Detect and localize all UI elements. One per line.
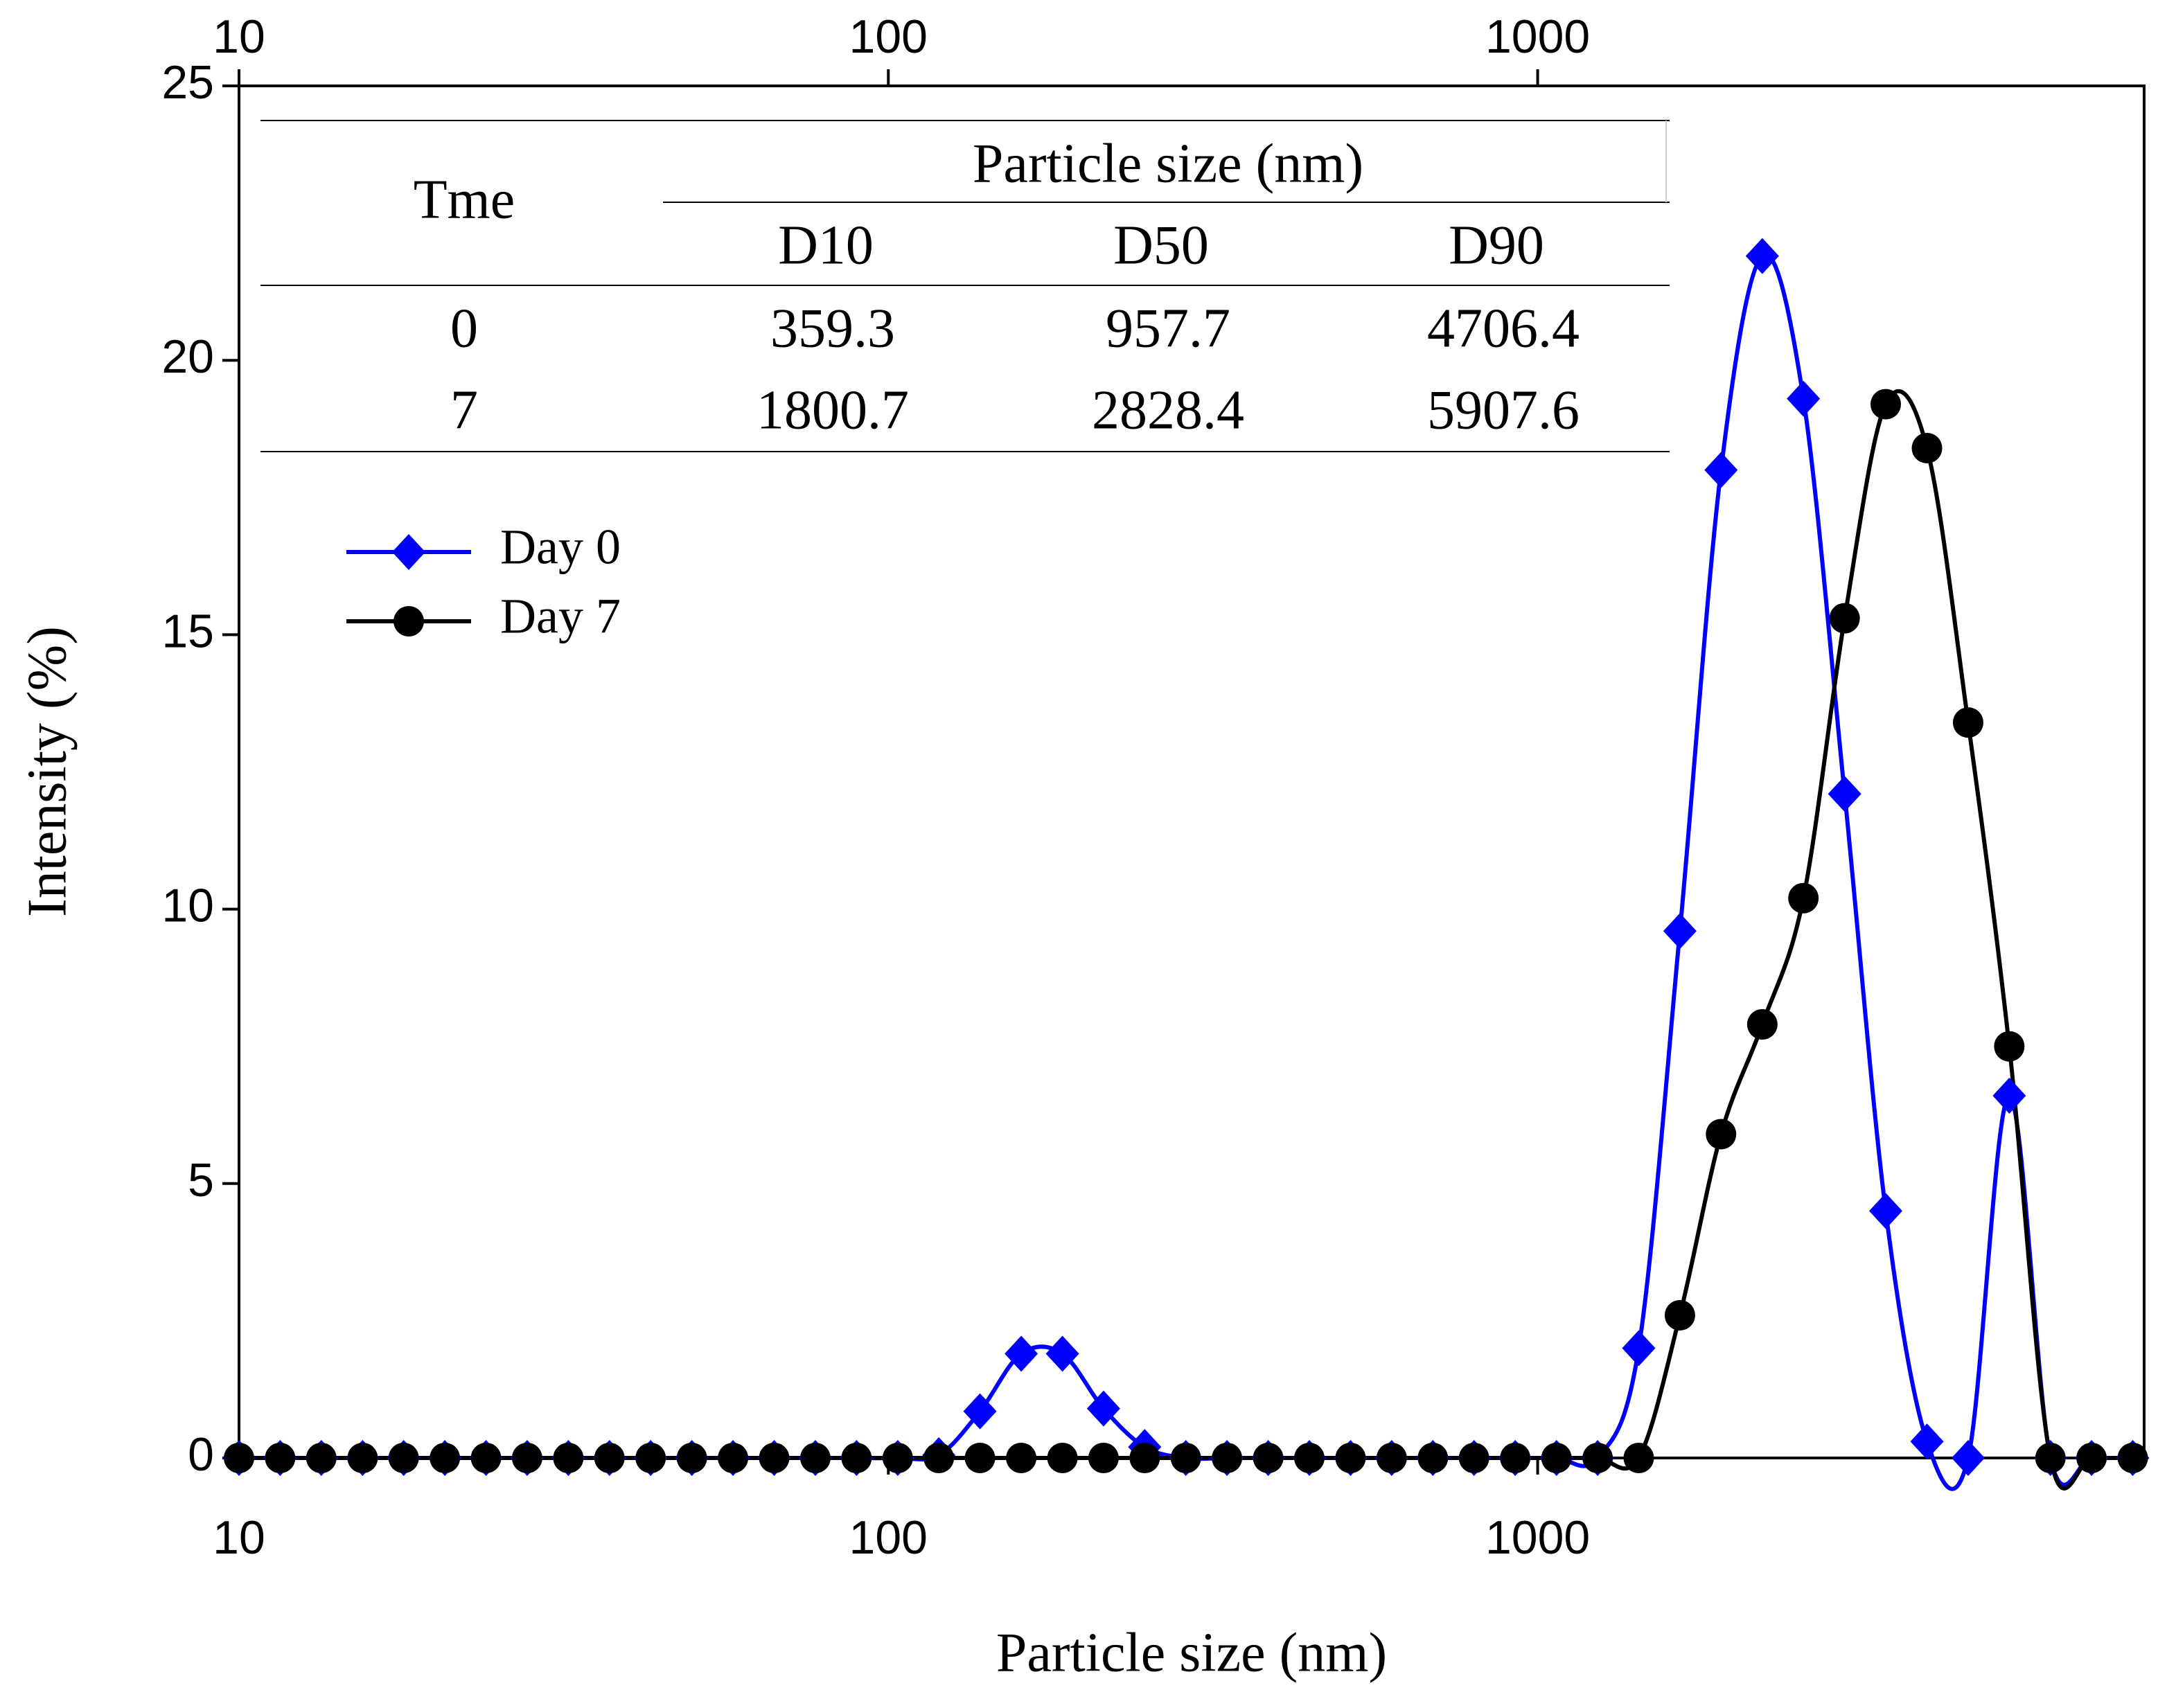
- data-point: [1663, 913, 1697, 950]
- data-point: [841, 1443, 872, 1473]
- data-point: [1910, 1423, 1944, 1460]
- data-point: [635, 1443, 666, 1473]
- legend-label: Day 0: [500, 519, 621, 575]
- data-point: [1376, 1443, 1407, 1473]
- data-point: [1086, 1390, 1120, 1427]
- legend-marker: [392, 534, 425, 570]
- data-point: [718, 1443, 749, 1473]
- data-point: [923, 1443, 955, 1473]
- table-cell: 5907.6: [1427, 380, 1580, 441]
- data-point: [1045, 1335, 1079, 1372]
- x-tick-label: 100: [849, 1511, 928, 1564]
- data-point: [1500, 1443, 1531, 1473]
- table-cell: 359.3: [770, 298, 895, 359]
- data-point: [1870, 389, 1902, 420]
- table-column: D10: [778, 215, 874, 276]
- table-column: D50: [1113, 215, 1209, 276]
- plot-frame: [238, 84, 2146, 1459]
- data-point: [1788, 882, 1819, 914]
- data-point: [2117, 1443, 2148, 1473]
- data-point: [799, 1443, 831, 1473]
- y-tick-label: 5: [188, 1154, 214, 1207]
- data-point: [1911, 432, 1943, 463]
- y-tick-label: 25: [161, 56, 214, 109]
- data-point: [1047, 1443, 1078, 1473]
- data-point: [470, 1443, 502, 1473]
- data-point: [347, 1443, 378, 1473]
- x-top-tick-label: 100: [849, 10, 928, 63]
- data-point: [265, 1443, 296, 1473]
- data-point: [594, 1443, 625, 1473]
- table-cell: 0: [450, 298, 478, 359]
- data-point: [224, 1443, 254, 1473]
- data-point: [306, 1443, 337, 1473]
- legend-label: Day 7: [500, 589, 621, 644]
- x-tick-label: 10: [213, 1511, 265, 1564]
- data-point: [1541, 1443, 1572, 1473]
- data-point: [1582, 1443, 1613, 1473]
- data-point: [1335, 1443, 1366, 1473]
- data-point: [1994, 1031, 2025, 1062]
- x-top-tick-label: 1000: [1485, 10, 1590, 63]
- data-point: [1706, 1119, 1737, 1150]
- data-point: [1170, 1443, 1201, 1473]
- data-point: [759, 1443, 790, 1473]
- table-group: Particle size (nm): [973, 133, 1363, 194]
- data-point: [1005, 1335, 1038, 1372]
- y-tick-label: 15: [161, 605, 214, 657]
- data-point: [963, 1393, 997, 1430]
- data-point: [1212, 1443, 1243, 1473]
- table-lines: [260, 120, 1670, 452]
- data-point: [1828, 776, 1861, 812]
- x-top-tick-label: 10: [213, 10, 265, 63]
- data-point: [882, 1443, 913, 1473]
- data-point: [1622, 1330, 1656, 1367]
- data-point: [1787, 380, 1821, 417]
- data-point: [1704, 452, 1738, 488]
- data-point: [1664, 1299, 1695, 1331]
- x-axis-title: Particle size (nm): [996, 1622, 1387, 1683]
- y-tick-label: 0: [188, 1428, 214, 1481]
- data-point: [1951, 1440, 1985, 1476]
- data-point: [1869, 1193, 1903, 1229]
- data-point: [388, 1443, 419, 1473]
- data-point: [1952, 707, 1983, 738]
- table-cell: 7: [450, 380, 478, 441]
- data-point: [511, 1443, 542, 1473]
- data-point: [1745, 238, 1779, 274]
- data-point: [1006, 1443, 1037, 1473]
- data-point: [1253, 1443, 1284, 1473]
- legend-marker: [393, 606, 424, 637]
- data-point: [1458, 1443, 1489, 1473]
- data-point: [676, 1443, 707, 1473]
- data-point: [1293, 1443, 1325, 1473]
- table-cell: 957.7: [1106, 298, 1230, 359]
- data-point: [430, 1443, 461, 1473]
- data-point: [1129, 1443, 1160, 1473]
- x-tick-label: 1000: [1485, 1511, 1590, 1564]
- y-tick-label: 20: [161, 330, 214, 383]
- y-tick-label: 10: [161, 880, 214, 932]
- data-point: [2035, 1443, 2066, 1473]
- series-line: [239, 389, 2133, 1491]
- data-point: [2076, 1443, 2107, 1473]
- y-axis-title: Intensity (%): [17, 626, 78, 917]
- data-point: [1623, 1443, 1654, 1473]
- table-header: Tme: [414, 169, 515, 230]
- data-point: [1992, 1078, 2026, 1114]
- table-cell: 1800.7: [757, 380, 909, 441]
- data-point: [964, 1443, 996, 1473]
- data-point: [1746, 1009, 1778, 1040]
- data-point: [1829, 603, 1860, 634]
- data-point: [1417, 1443, 1449, 1473]
- data-point: [553, 1443, 584, 1473]
- table-cell: 4706.4: [1427, 298, 1580, 359]
- table-column: D90: [1449, 215, 1544, 276]
- table-cell: 2828.4: [1092, 380, 1244, 441]
- data-point: [1088, 1443, 1119, 1473]
